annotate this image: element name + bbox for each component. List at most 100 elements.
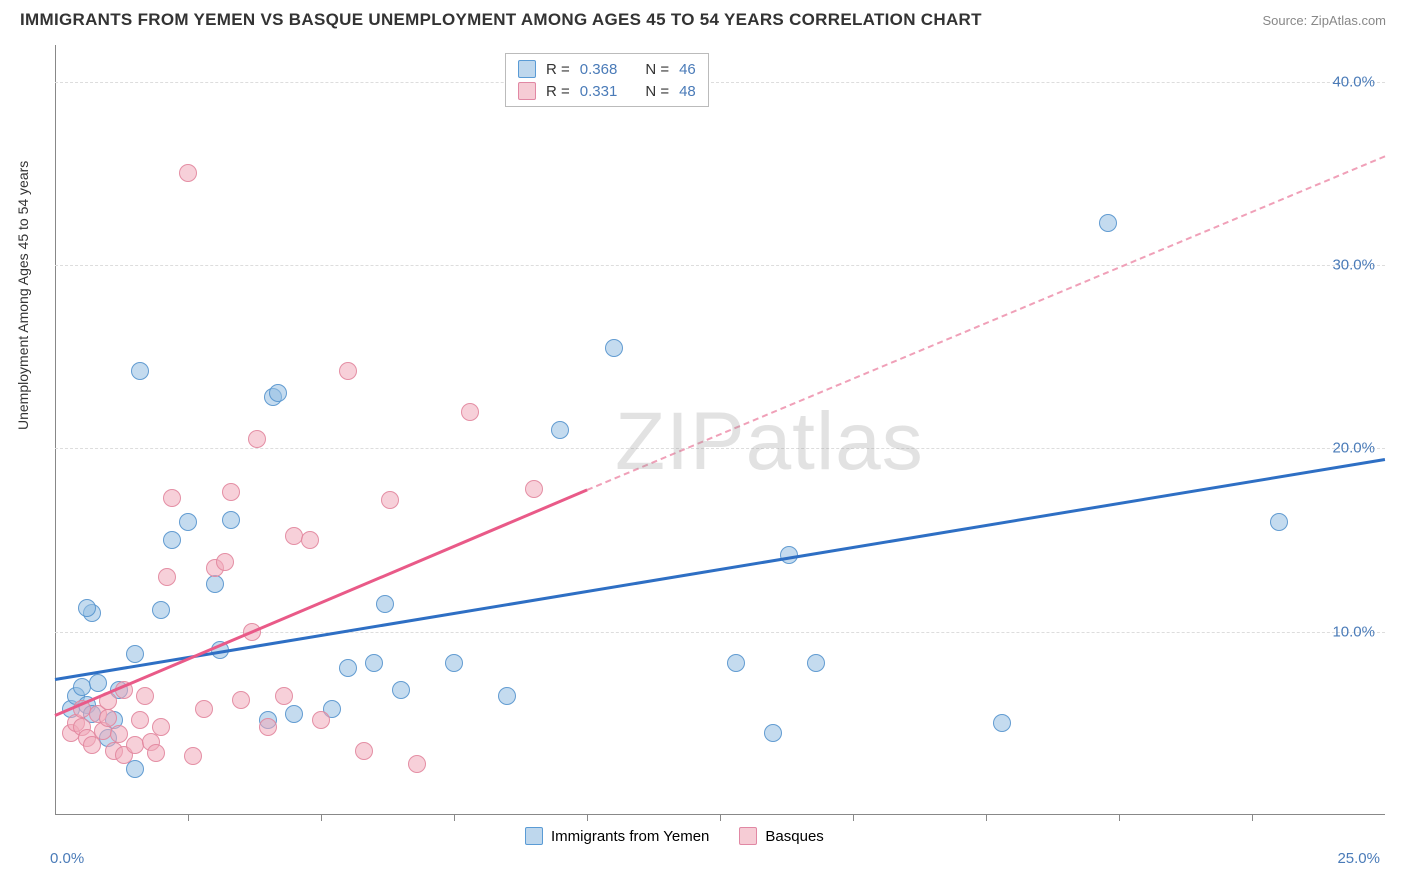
data-point (152, 601, 170, 619)
data-point (232, 691, 250, 709)
r-label: R = (546, 61, 570, 78)
n-label: N = (645, 61, 669, 78)
trend-line (587, 155, 1386, 491)
data-point (222, 483, 240, 501)
data-point (184, 747, 202, 765)
data-point (498, 687, 516, 705)
data-point (216, 553, 234, 571)
data-point (1099, 214, 1117, 232)
source-attribution: Source: ZipAtlas.com (1262, 13, 1386, 28)
data-point (525, 480, 543, 498)
data-point (179, 164, 197, 182)
data-point (1270, 513, 1288, 531)
x-tick (720, 815, 721, 821)
x-axis-zero-label: 0.0% (50, 850, 84, 867)
data-point (285, 705, 303, 723)
gridline (55, 82, 1385, 83)
trend-line (55, 458, 1385, 681)
data-point (152, 718, 170, 736)
data-point (301, 531, 319, 549)
legend-item-yemen: Immigrants from Yemen (525, 827, 709, 845)
n-value: 46 (679, 61, 696, 78)
y-tick-label: 40.0% (1332, 73, 1375, 90)
data-point (445, 654, 463, 672)
legend-row-blue: R = 0.368 N = 46 (518, 58, 696, 80)
correlation-legend: R = 0.368 N = 46 R = 0.331 N = 48 (505, 53, 709, 107)
data-point (195, 700, 213, 718)
data-point (78, 599, 96, 617)
legend-row-pink: R = 0.331 N = 48 (518, 80, 696, 102)
legend-label: Basques (765, 828, 823, 845)
data-point (163, 531, 181, 549)
data-point (259, 718, 277, 736)
data-point (147, 744, 165, 762)
data-point (110, 725, 128, 743)
legend-label: Immigrants from Yemen (551, 828, 709, 845)
n-value: 48 (679, 83, 696, 100)
data-point (248, 430, 266, 448)
chart-container: IMMIGRANTS FROM YEMEN VS BASQUE UNEMPLOY… (0, 0, 1406, 892)
data-point (993, 714, 1011, 732)
y-tick-label: 30.0% (1332, 257, 1375, 274)
gridline (55, 265, 1385, 266)
x-tick (321, 815, 322, 821)
data-point (764, 724, 782, 742)
data-point (89, 674, 107, 692)
data-point (285, 527, 303, 545)
n-label: N = (645, 83, 669, 100)
data-point (365, 654, 383, 672)
data-point (126, 645, 144, 663)
x-tick (1119, 815, 1120, 821)
data-point (605, 339, 623, 357)
r-label: R = (546, 83, 570, 100)
data-point (179, 513, 197, 531)
data-point (206, 575, 224, 593)
data-point (275, 687, 293, 705)
swatch-pink-icon (518, 82, 536, 100)
data-point (339, 659, 357, 677)
plot-area: 10.0% 20.0% 30.0% 40.0% R = 0.368 N = 46 R … (55, 45, 1385, 815)
data-point (126, 760, 144, 778)
data-point (339, 362, 357, 380)
data-point (727, 654, 745, 672)
data-point (131, 711, 149, 729)
y-axis-label: Unemployment Among Ages 45 to 54 years (15, 161, 31, 430)
data-point (551, 421, 569, 439)
swatch-pink-icon (739, 827, 757, 845)
data-point (269, 384, 287, 402)
x-tick (1252, 815, 1253, 821)
data-point (83, 736, 101, 754)
x-axis-max-label: 25.0% (1337, 850, 1380, 867)
x-tick (986, 815, 987, 821)
data-point (807, 654, 825, 672)
y-axis (55, 45, 56, 815)
gridline (55, 448, 1385, 449)
data-point (136, 687, 154, 705)
x-tick (454, 815, 455, 821)
swatch-blue-icon (518, 60, 536, 78)
data-point (355, 742, 373, 760)
r-value: 0.331 (580, 83, 618, 100)
y-tick-label: 20.0% (1332, 440, 1375, 457)
data-point (163, 489, 181, 507)
chart-title: IMMIGRANTS FROM YEMEN VS BASQUE UNEMPLOY… (20, 10, 982, 30)
data-point (222, 511, 240, 529)
x-tick (587, 815, 588, 821)
y-tick-label: 10.0% (1332, 623, 1375, 640)
r-value: 0.368 (580, 61, 618, 78)
data-point (376, 595, 394, 613)
series-legend: Immigrants from Yemen Basques (525, 827, 824, 845)
data-point (131, 362, 149, 380)
swatch-blue-icon (525, 827, 543, 845)
x-tick (188, 815, 189, 821)
data-point (381, 491, 399, 509)
legend-item-basques: Basques (739, 827, 823, 845)
data-point (158, 568, 176, 586)
data-point (461, 403, 479, 421)
data-point (312, 711, 330, 729)
x-tick (853, 815, 854, 821)
data-point (99, 709, 117, 727)
data-point (392, 681, 410, 699)
header: IMMIGRANTS FROM YEMEN VS BASQUE UNEMPLOY… (0, 0, 1406, 35)
data-point (408, 755, 426, 773)
